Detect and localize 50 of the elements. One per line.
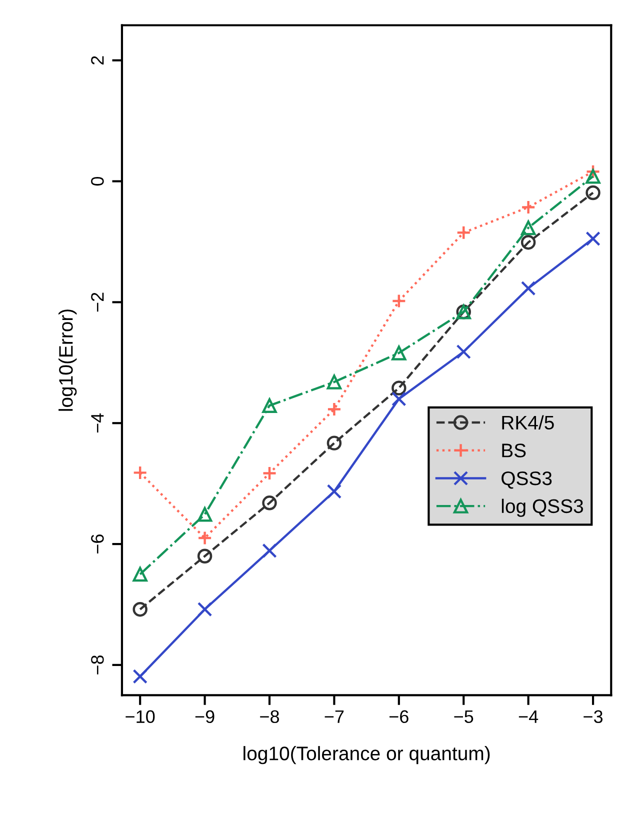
- point: [392, 346, 406, 360]
- point: [392, 294, 406, 308]
- point: [262, 543, 277, 558]
- y-axis-title: log10(Error): [58, 310, 77, 411]
- point: [262, 466, 277, 481]
- point: [326, 484, 342, 499]
- y-tick-label: −4: [91, 413, 104, 433]
- point: [586, 169, 600, 184]
- point: [132, 465, 148, 480]
- point: [586, 231, 600, 246]
- y-tick-label: 0: [91, 176, 104, 186]
- x-tick-label: −9: [195, 710, 214, 724]
- point: [262, 398, 277, 413]
- point: [586, 185, 600, 200]
- point: [197, 507, 212, 522]
- legend-label: RK4/5: [502, 415, 554, 430]
- x-tick-label: −6: [390, 710, 408, 724]
- point: [197, 602, 212, 617]
- point: [132, 602, 148, 617]
- x-tick-label: −8: [260, 710, 280, 724]
- point: [586, 164, 600, 179]
- y-tick-label: −8: [91, 655, 104, 674]
- x-tick-label: −4: [518, 710, 538, 723]
- point: [456, 344, 471, 360]
- y-tick-label: −2: [91, 292, 104, 312]
- point: [197, 530, 212, 546]
- y-tick-label: 2: [91, 56, 104, 64]
- point: [456, 225, 471, 240]
- point: [132, 566, 148, 582]
- legend-label: BS: [502, 444, 526, 458]
- point: [392, 380, 406, 396]
- point: [132, 669, 148, 684]
- point: [520, 280, 536, 296]
- x-tick-label: −10: [126, 710, 155, 724]
- point: [392, 392, 406, 406]
- x-axis-title: log10(Tolerance or quantum): [244, 746, 490, 764]
- point: [326, 402, 342, 417]
- point: [520, 220, 536, 236]
- point: [262, 496, 277, 510]
- y-tick-label: −6: [91, 534, 104, 554]
- x-tick-label: −5: [454, 710, 474, 724]
- legend-label: QSS3: [502, 471, 552, 489]
- point: [520, 200, 536, 215]
- point: [326, 436, 342, 450]
- legend-label: log QSS3: [502, 498, 584, 517]
- point: [326, 374, 342, 390]
- x-tick-label: −3: [584, 710, 603, 724]
- point: [520, 234, 536, 250]
- point: [197, 548, 212, 564]
- x-tick-label: −7: [324, 710, 344, 723]
